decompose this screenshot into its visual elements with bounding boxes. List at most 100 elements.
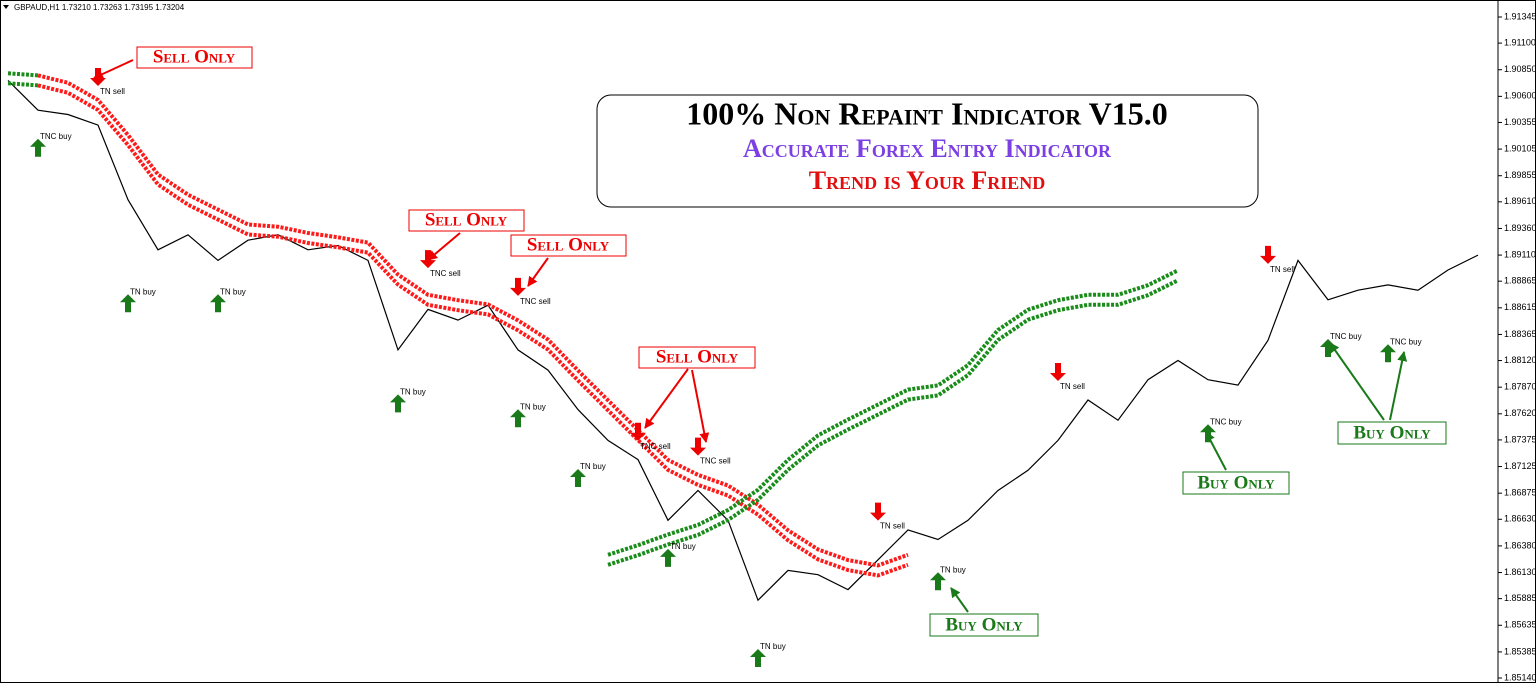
annotation: Buy Only [1353, 422, 1431, 443]
buy-arrow [30, 138, 46, 157]
annotation-arrow [691, 369, 710, 443]
signal-label: TN buy [400, 387, 426, 396]
annotation-box [638, 346, 756, 369]
annotation-box [408, 209, 525, 232]
signal-label: TN sell [1060, 382, 1085, 391]
signal-label: TN buy [670, 542, 696, 551]
sell-arrow [690, 437, 706, 456]
annotation: Sell Only [153, 46, 236, 67]
annotation: Buy Only [945, 614, 1023, 635]
y-tick-label: 1.89360 [1504, 223, 1536, 233]
annotation: Sell Only [527, 234, 610, 255]
symbol-header: GBPAUD,H1 1.73210 1.73263 1.73195 1.7320… [14, 3, 185, 12]
signal-label: TNC sell [700, 457, 731, 466]
buy-arrow [390, 394, 406, 413]
annotation: Buy Only [1197, 472, 1275, 493]
signal-label: TN sell [1270, 265, 1295, 274]
y-tick-label: 1.86875 [1504, 488, 1536, 498]
buy-arrow [1380, 344, 1396, 363]
plot-area: 1.91345 1.91100 1.90850 1.90600 1.90355 1.901… [7, 11, 1536, 682]
signal-label: TN buy [520, 402, 546, 411]
y-tick-label: 1.87620 [1504, 408, 1536, 418]
sell-arrow [1260, 245, 1276, 264]
trend-band [37, 83, 909, 578]
y-tick-label: 1.88615 [1504, 302, 1536, 312]
title-box: 100% Non Repaint Indicator V15.0 Accurat… [596, 94, 1259, 208]
trend-band [7, 71, 1179, 557]
y-tick-label: 1.86130 [1504, 567, 1536, 577]
annotation-arrow [950, 587, 969, 613]
sell-arrow [510, 277, 526, 296]
signal-label: TN buy [580, 462, 606, 471]
price-line [7, 79, 1479, 602]
annotation-arrow [427, 232, 461, 261]
y-tick-label: 1.89110 [1504, 249, 1536, 259]
title-line: Trend is Your Friend [809, 166, 1046, 195]
signal-label: TN sell [100, 87, 125, 96]
signal-label: TN sell [880, 522, 905, 531]
annotation-arrow [527, 257, 549, 287]
annotation: Sell Only [425, 209, 508, 230]
buy-arrow [510, 409, 526, 428]
y-tick-label: 1.88365 [1504, 329, 1536, 339]
buy-arrow [930, 572, 946, 591]
y-tick-label: 1.90105 [1504, 143, 1536, 153]
annotation-box [929, 613, 1039, 637]
title-box-frame [596, 94, 1259, 208]
y-tick-label: 1.90355 [1504, 117, 1536, 127]
y-tick-label: 1.91100 [1504, 37, 1536, 47]
y-tick-label: 1.91345 [1504, 11, 1536, 21]
y-tick-label: 1.85885 [1504, 593, 1536, 603]
y-tick-label: 1.86630 [1504, 514, 1536, 524]
annotation-box [136, 46, 253, 69]
annotation-box [510, 234, 627, 257]
annotation-arrow [1389, 351, 1408, 421]
y-tick-label: 1.87870 [1504, 382, 1536, 392]
y-tick-label: 1.85385 [1504, 646, 1536, 656]
annotation-arrow [1205, 431, 1227, 471]
trend-band [37, 73, 909, 568]
signal-label: TNC buy [1330, 332, 1362, 341]
annotation-box [1182, 471, 1290, 495]
annotations: Sell Only Sell Only Sell Only Sell Only … [93, 46, 1447, 637]
buy-arrow [660, 548, 676, 567]
y-tick-label: 1.87375 [1504, 434, 1536, 444]
y-tick-label: 1.86380 [1504, 540, 1536, 550]
signal-label: TN buy [130, 287, 156, 296]
y-tick-label: 1.90850 [1504, 64, 1536, 74]
y-tick-label: 1.88865 [1504, 276, 1536, 286]
buy-arrow [120, 294, 136, 313]
signal-label: TNC sell [430, 269, 461, 278]
annotation-box [1337, 421, 1447, 445]
header-icon [3, 5, 9, 9]
signal-label: TNC buy [1390, 337, 1422, 346]
y-tick-label: 1.87125 [1504, 461, 1536, 471]
sell-arrow [870, 502, 886, 521]
y-tick-label: 1.89855 [1504, 170, 1536, 180]
title-line: 100% Non Repaint Indicator V15.0 [686, 95, 1167, 131]
title-line: Accurate Forex Entry Indicator [743, 134, 1112, 163]
trend-band [7, 81, 1179, 567]
y-tick-label: 1.88120 [1504, 355, 1536, 365]
signal-label: TNC buy [40, 132, 72, 141]
sell-arrow [1050, 363, 1066, 382]
annotation-arrow [644, 368, 689, 429]
annotation: Sell Only [656, 346, 739, 367]
y-tick-label: 1.90600 [1504, 91, 1536, 101]
annotation-arrow [1329, 342, 1385, 421]
y-tick-label: 1.85140 [1504, 672, 1536, 682]
signal-label: TNC sell [520, 297, 551, 306]
buy-arrow [210, 294, 226, 313]
buy-arrow [750, 648, 766, 667]
buy-arrow [570, 468, 586, 487]
signal-label: TNC buy [1210, 417, 1242, 426]
signal-label: TN buy [940, 565, 966, 574]
annotation-arrow [93, 59, 134, 79]
sell-arrow [630, 422, 646, 441]
y-tick-label: 1.85635 [1504, 620, 1536, 630]
signal-label: TN buy [220, 287, 246, 296]
signal-label: TNC sell [640, 442, 671, 451]
y-tick-label: 1.89610 [1504, 196, 1536, 206]
signal-label: TN buy [760, 642, 786, 651]
